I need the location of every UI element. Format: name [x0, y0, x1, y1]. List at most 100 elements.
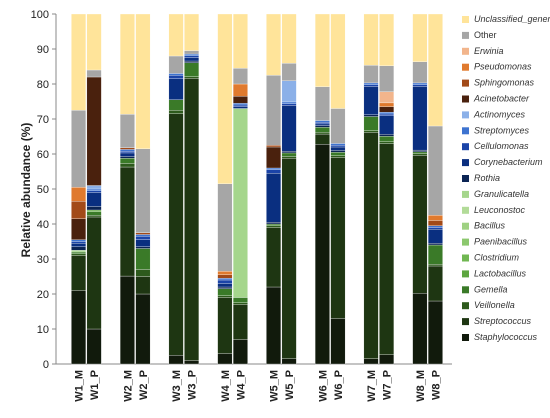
legend-swatch [462, 222, 469, 230]
legend-swatch [462, 16, 469, 23]
bar-segment [119, 163, 135, 168]
legend-swatch [462, 254, 469, 262]
x-tick-label: W6_P [333, 370, 345, 400]
y-tick-label: 100 [31, 9, 49, 21]
bar-segment [71, 201, 87, 219]
bar-segment [314, 120, 330, 123]
legend-swatch [462, 334, 469, 341]
bar-segment [379, 136, 395, 142]
bar-segment [266, 227, 282, 288]
bar-segment [363, 86, 379, 115]
bar-segment [363, 114, 379, 117]
bar-segment [184, 55, 200, 58]
bar-segment [330, 146, 346, 151]
bar-segment [217, 279, 233, 284]
bars [71, 13, 443, 365]
legend-swatch [462, 31, 469, 39]
bar-segment [217, 274, 233, 279]
bar-segment [86, 190, 102, 193]
legend: Unclassified_genera Other Erwinia Pseudomon… [462, 14, 550, 342]
bar-segment [281, 151, 297, 154]
legend-swatch [462, 47, 469, 55]
legend-label: Paenibacillus [474, 237, 528, 247]
bar-segment [135, 269, 151, 277]
x-tick-label: W1_M [74, 370, 86, 402]
bar-segment [266, 146, 282, 169]
legend-label: Rothia [474, 173, 500, 183]
bar-segment [314, 144, 330, 365]
bar-segment [330, 150, 346, 153]
bar-segment [427, 244, 443, 265]
bar-segment [119, 275, 135, 365]
bar-segment [184, 57, 200, 62]
legend-label: Staphylococcus [474, 332, 538, 342]
bar-segment [232, 96, 248, 104]
bar-segment [86, 215, 102, 218]
y-tick-label: 30 [37, 254, 49, 266]
bar-segment [412, 84, 428, 87]
bar-segment [412, 151, 428, 154]
bar-segment [232, 108, 248, 298]
legend-label: Granulicatella [474, 189, 529, 199]
legend-label: Sphingomonas [474, 78, 535, 88]
axes: 0 10 20 30 40 50 60 70 80 90 100 [31, 9, 452, 371]
bar-segment [427, 227, 443, 230]
bar-segment [119, 149, 135, 152]
bar-segment [71, 187, 87, 202]
legend-swatch [462, 206, 469, 214]
legend-swatch [462, 286, 469, 294]
bar-segment [314, 133, 330, 145]
y-tick-label: 0 [43, 359, 49, 371]
legend-label: Corynebacterium [474, 157, 543, 167]
bar-segment [232, 103, 248, 106]
bar-segment [86, 76, 102, 186]
bar-segment [281, 63, 297, 81]
y-tick-label: 70 [37, 114, 49, 126]
x-tick-label: W2_M [122, 370, 134, 402]
bar-segment [281, 358, 297, 365]
bar-segment [232, 106, 248, 109]
bar-segment [86, 188, 102, 191]
bar-segment [412, 149, 428, 153]
legend-swatch [462, 318, 469, 326]
bar-segment [184, 13, 200, 51]
bar-segment [330, 155, 346, 158]
bar-segment [119, 152, 135, 157]
y-tick-label: 40 [37, 219, 49, 231]
bar-segment [281, 80, 297, 103]
bar-segment [184, 53, 200, 56]
legend-swatch [462, 111, 469, 119]
legend-label: Actinomyces [473, 109, 526, 119]
bar-segment [71, 13, 87, 111]
bar-segment [379, 91, 395, 104]
bar-segment [217, 286, 233, 289]
bar-segment [86, 328, 102, 365]
bar-segment [135, 148, 151, 233]
bar-segment [86, 69, 102, 78]
bar-segment [217, 295, 233, 298]
y-tick-label: 10 [37, 324, 49, 336]
bar-segment [427, 229, 443, 244]
x-tick-label: W4_P [235, 370, 247, 400]
bar-segment [217, 183, 233, 272]
bar-segment [217, 288, 233, 296]
bar-segment [71, 110, 87, 188]
bar-segment [379, 113, 395, 117]
bar-segment [363, 82, 379, 85]
bar-segment [232, 83, 248, 97]
bar-segment [427, 300, 443, 365]
bar-segment [412, 86, 428, 151]
bar-segment [314, 86, 330, 121]
bar-segment [363, 132, 379, 359]
bar-segment [119, 156, 135, 159]
bar-segment [71, 243, 87, 247]
bar-segment [330, 143, 346, 146]
bar-segment [314, 123, 330, 126]
bar-segment [330, 152, 346, 156]
legend-label: Acinetobacter [473, 94, 530, 104]
bar-segment [184, 62, 200, 77]
bar-segment [363, 65, 379, 84]
bar-segment [232, 302, 248, 305]
x-tick-label: W6_M [317, 370, 329, 402]
